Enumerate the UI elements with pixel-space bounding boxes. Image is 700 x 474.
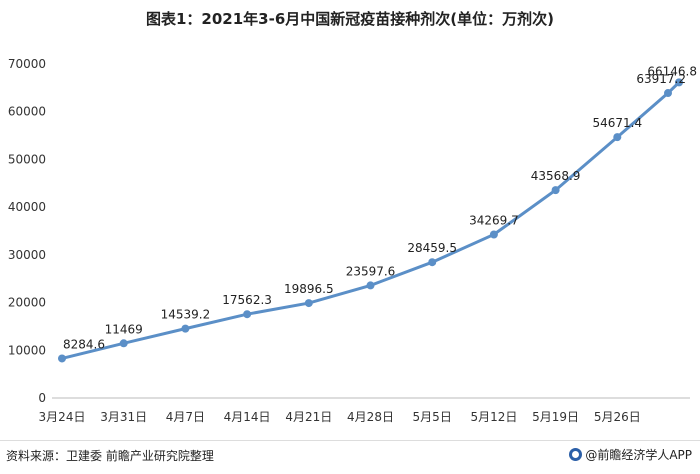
data-label: 11469 [105,322,143,336]
y-tick-label: 20000 [8,296,46,310]
chart-title: 图表1：2021年3-6月中国新冠疫苗接种剂次(单位：万剂次) [146,10,554,28]
data-label: 8284.6 [63,337,105,351]
x-axis: 3月24日 3月31日 4月7日 4月14日 4月21日 4月28日 5月5日 5月12日 5月… [39,397,690,424]
y-tick-label: 0 [38,391,46,405]
y-tick-label: 60000 [8,105,46,119]
data-label: 28459.5 [407,241,457,255]
data-point [613,133,622,142]
data-label: 14539.2 [161,308,211,322]
data-point [664,89,672,98]
x-tick-label: 5月26日 [594,410,641,424]
brand-mark: @前瞻经济学人APP [569,446,692,463]
y-axis: 0 10000 20000 30000 40000 50000 60000 70000 [8,57,46,405]
y-tick-label: 30000 [8,248,46,262]
data-point [243,310,252,319]
y-tick-label: 70000 [8,57,46,71]
source-note: 资料来源：卫建委 前瞻产业研究院整理 [6,449,214,463]
data-point [366,281,375,290]
data-label: 43568.9 [531,169,581,183]
y-tick-label: 40000 [8,200,46,214]
data-label: 34269.7 [469,213,519,227]
data-label: 63917.2 [636,72,686,86]
data-label: 19896.5 [284,282,334,296]
x-tick-label: 3月31日 [100,410,147,424]
data-point [675,78,683,87]
x-tick-label: 4月21日 [285,410,332,424]
y-tick-label: 10000 [8,343,46,357]
x-tick-label: 4月7日 [166,410,205,424]
data-label: 54671.4 [592,116,642,130]
data-label: 66146.8 [647,64,697,78]
data-point [58,354,66,363]
data-markers [58,78,683,363]
line-chart: 0 10000 20000 30000 40000 50000 60000 70000 3月2… [8,57,697,424]
data-point [551,186,560,195]
x-tick-label: 5月19日 [532,410,579,424]
x-tick-label: 5月12日 [470,410,517,424]
x-tick-label: 4月14日 [224,410,271,424]
data-label: 17562.3 [222,293,272,307]
x-tick-label: 5月5日 [413,410,452,424]
brand-text: @前瞻经济学人APP [585,448,692,462]
series-line [61,81,681,360]
footer-divider [0,440,700,441]
data-point [304,299,313,308]
data-point [119,339,128,348]
y-tick-label: 50000 [8,152,46,166]
x-tick-label: 4月28日 [347,410,394,424]
qianzhan-logo-icon [569,448,583,461]
data-label: 23597.6 [346,264,396,278]
data-point [181,324,190,333]
data-point [428,258,437,267]
x-tick-label: 3月24日 [39,410,86,424]
data-point [489,230,498,239]
